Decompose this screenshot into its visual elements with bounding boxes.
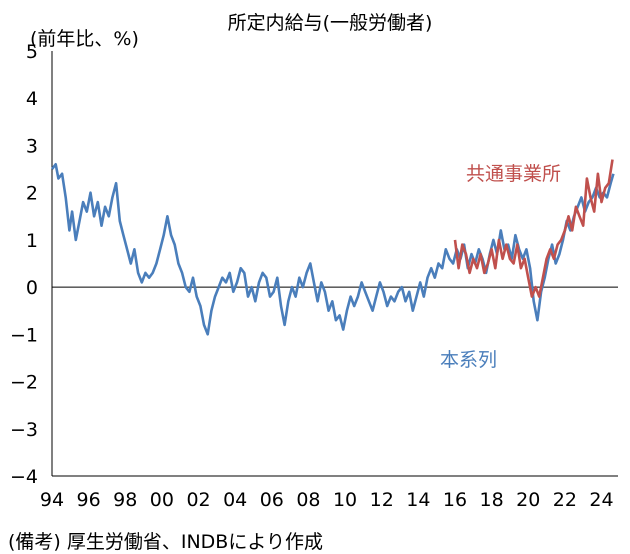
series-line-kyotsu-jigyosho [453, 159, 614, 298]
y-tick-label: 1 [26, 230, 38, 252]
y-tick-label: −2 [10, 372, 38, 394]
x-tick-label: 18 [480, 489, 504, 511]
x-tick-label: 00 [150, 489, 174, 511]
x-tick-label: 04 [223, 489, 247, 511]
y-tick-label: −3 [10, 419, 38, 441]
chart-title: 所定内給与(一般労働者) [228, 12, 433, 34]
x-tick-label: 12 [370, 489, 394, 511]
y-tick-label: 3 [26, 135, 38, 157]
y-axis-unit-label: (前年比、%) [30, 28, 139, 50]
y-tick-label: −4 [10, 466, 38, 488]
x-tick-label: 24 [589, 489, 613, 511]
x-tick-label: 10 [333, 489, 357, 511]
y-tick-label: 5 [26, 41, 38, 63]
series-line-honkeiretsu [50, 163, 615, 336]
y-tick-label: −1 [10, 324, 38, 346]
x-tick-label: 08 [296, 489, 320, 511]
y-tick-label: 0 [26, 277, 38, 299]
series-label-kyotsu-jigyosho: 共通事業所 [466, 163, 561, 185]
x-tick-label: 14 [406, 489, 430, 511]
y-tick-label: 4 [26, 88, 38, 110]
x-tick-label: 16 [443, 489, 467, 511]
x-tick-label: 06 [260, 489, 284, 511]
x-tick-label: 20 [516, 489, 540, 511]
series-label-honkeiretsu: 本系列 [440, 349, 497, 371]
x-tick-label: 02 [186, 489, 210, 511]
series-layer [50, 159, 615, 336]
plot-frame [51, 51, 618, 477]
x-tick-label: 94 [40, 489, 64, 511]
x-axis-ticks: 94 96 98 00 02 04 06 08 10 12 14 16 18 2… [40, 489, 614, 511]
source-note: (備考) 厚生労働省、INDBにより作成 [8, 531, 323, 553]
y-tick-label: 2 [26, 183, 38, 205]
x-tick-label: 98 [113, 489, 137, 511]
y-axis-ticks: 5 4 3 2 1 0 −1 −2 −3 −4 [10, 41, 38, 488]
x-tick-label: 22 [553, 489, 577, 511]
x-tick-label: 96 [77, 489, 101, 511]
